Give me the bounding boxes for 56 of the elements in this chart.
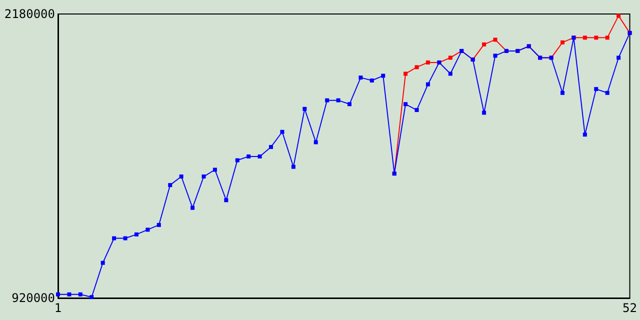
point xyxy=(426,60,430,64)
point xyxy=(594,87,598,92)
y-tick-label: 2180000 xyxy=(4,7,55,21)
x-tick-label: 1 xyxy=(54,301,62,315)
point xyxy=(112,236,116,240)
point xyxy=(426,82,430,86)
point xyxy=(582,132,587,137)
point xyxy=(325,98,330,102)
point xyxy=(190,206,195,210)
point xyxy=(560,90,565,95)
point xyxy=(605,36,610,40)
point xyxy=(280,130,284,134)
point xyxy=(493,54,498,58)
point xyxy=(56,292,60,296)
point xyxy=(78,292,82,296)
point xyxy=(156,222,161,227)
point xyxy=(414,65,419,70)
point xyxy=(336,98,340,102)
point xyxy=(616,14,621,18)
point xyxy=(146,228,150,232)
point xyxy=(594,36,598,40)
point xyxy=(404,72,408,76)
point xyxy=(179,174,184,179)
point xyxy=(448,72,452,76)
point xyxy=(414,108,419,112)
point xyxy=(616,56,621,60)
point xyxy=(358,76,363,80)
point xyxy=(493,38,498,42)
point xyxy=(235,158,240,162)
point xyxy=(302,106,307,111)
point xyxy=(482,42,486,46)
point xyxy=(258,154,262,158)
point xyxy=(212,168,217,172)
point xyxy=(314,140,318,144)
point xyxy=(448,56,452,60)
point xyxy=(123,236,128,240)
point xyxy=(90,295,94,300)
point xyxy=(134,232,138,236)
point xyxy=(246,154,251,158)
point xyxy=(202,174,206,179)
point xyxy=(168,183,172,188)
point xyxy=(582,36,587,40)
point xyxy=(269,144,274,149)
point xyxy=(224,198,228,202)
point xyxy=(404,102,408,106)
point xyxy=(605,90,610,95)
point xyxy=(370,78,374,82)
point xyxy=(482,110,486,115)
point xyxy=(560,40,565,44)
x-tick-label: 52 xyxy=(622,301,637,315)
point xyxy=(100,260,105,265)
y-tick-label: 920000 xyxy=(12,291,55,305)
point xyxy=(381,74,386,78)
point xyxy=(67,292,72,296)
point xyxy=(291,164,296,169)
point xyxy=(347,102,352,106)
